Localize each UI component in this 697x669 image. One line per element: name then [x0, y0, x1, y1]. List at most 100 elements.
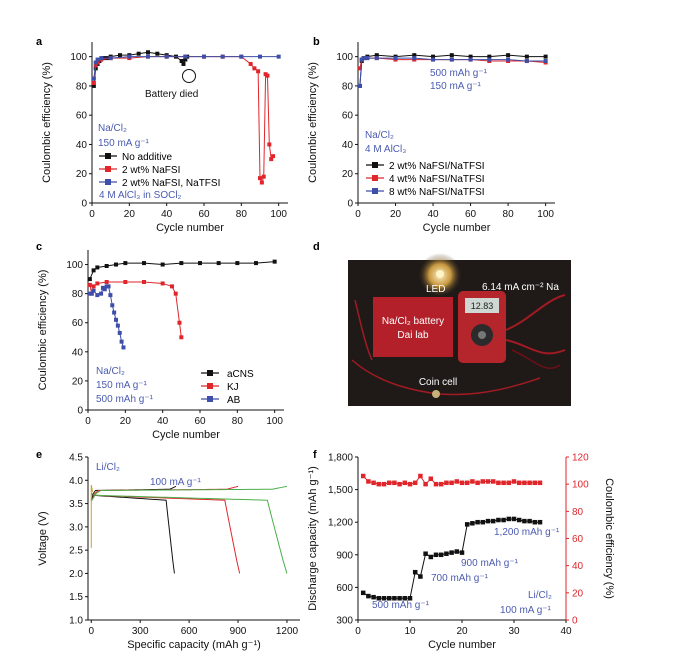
data-point — [366, 479, 371, 484]
x-tick-label: 40 — [161, 209, 173, 220]
panel-a: a 0 20 40 60 80 100 0 20 40 60 80 100 Cycle number Co… — [36, 36, 288, 234]
data-point — [108, 293, 113, 298]
data-point — [91, 284, 96, 289]
data-point — [258, 54, 262, 59]
data-point — [254, 261, 258, 266]
panel-letter: b — [313, 36, 320, 48]
data-point — [543, 54, 548, 59]
y-tick-label: 600 — [336, 583, 353, 594]
data-point — [170, 284, 174, 289]
data-point — [524, 54, 529, 59]
multimeter-display — [465, 298, 499, 313]
data-point — [449, 57, 454, 62]
data-point — [392, 480, 397, 486]
y-tick-label: 1,500 — [328, 485, 353, 496]
data-point — [392, 596, 397, 601]
x-tick-label: 40 — [157, 416, 169, 427]
data-point — [487, 57, 492, 62]
legend-label: 8 wt% NaFSI/NaTFSI — [389, 187, 485, 198]
x-tick-label: 0 — [355, 626, 361, 637]
data-point — [428, 554, 434, 560]
y2-tick-label: 40 — [572, 561, 584, 572]
data-point — [501, 517, 506, 523]
data-point — [397, 596, 402, 601]
data-point — [261, 174, 266, 179]
y-tick-label: 1.0 — [69, 616, 83, 627]
data-point — [269, 157, 274, 162]
data-point — [142, 261, 146, 266]
data-point — [402, 480, 408, 486]
data-point — [431, 54, 436, 59]
info-line: Na/Cl₂ — [96, 366, 125, 377]
data-point — [160, 262, 165, 267]
multimeter-reading: 12.83 — [471, 301, 494, 311]
probe-wire — [505, 339, 566, 355]
data-point — [198, 261, 202, 266]
data-point — [487, 54, 492, 59]
data-point — [438, 552, 444, 558]
coin-cell-icon — [432, 390, 440, 398]
series-line — [89, 285, 124, 348]
x-tick-label: 20 — [456, 626, 468, 637]
data-point — [527, 480, 532, 486]
data-point — [118, 53, 122, 58]
data-point — [381, 481, 387, 487]
y-tick-label: 0 — [347, 199, 353, 210]
data-point — [454, 549, 460, 554]
x-tick-label: 600 — [181, 626, 198, 637]
y2-tick-label: 120 — [572, 453, 589, 464]
data-point — [470, 521, 475, 526]
probe-wire — [511, 349, 561, 370]
y-tick-label: 3.0 — [69, 522, 83, 533]
data-point — [371, 480, 376, 486]
data-point — [265, 73, 270, 78]
data-point — [511, 516, 517, 522]
initial-curve — [90, 484, 94, 548]
info-line: 150 mA g⁻¹ — [98, 138, 150, 149]
data-point — [99, 291, 104, 296]
data-point — [496, 480, 501, 486]
data-point — [501, 480, 506, 486]
data-point — [407, 481, 413, 487]
data-point — [485, 479, 491, 484]
data-point — [532, 519, 538, 525]
current-density-label: 6.14 mA cm⁻² Na — [482, 282, 559, 293]
legend-label: aCNS — [227, 369, 254, 380]
data-point — [412, 569, 418, 575]
legend-label: 2 wt% NaFSI — [122, 165, 180, 176]
data-point — [95, 265, 100, 270]
legend: 2 wt% NaFSI/NaTFSI 4 wt% NaFSI/NaTFSI 8 … — [366, 161, 485, 198]
x-tick-label: 80 — [236, 209, 248, 220]
panel-letter: f — [313, 449, 317, 461]
data-point — [104, 264, 109, 268]
x-tick-label: 100 — [266, 416, 283, 427]
data-point — [428, 476, 434, 481]
data-point — [516, 480, 522, 486]
data-point — [115, 323, 120, 328]
data-point — [179, 261, 184, 266]
x-tick-label: 20 — [124, 209, 136, 220]
data-point — [259, 180, 264, 185]
info-line: 150 mA g⁻¹ — [96, 380, 148, 391]
y-tick-label: 80 — [342, 81, 354, 92]
y-tick-label: 1.5 — [69, 592, 83, 603]
data-point — [412, 53, 417, 58]
x-tick-label: 60 — [194, 416, 206, 427]
x-axis-label: Cycle number — [428, 639, 496, 651]
data-point — [386, 480, 392, 486]
data-point — [127, 54, 132, 59]
info-line: 4 M AlCl₃ — [365, 144, 406, 155]
data-point — [438, 481, 444, 487]
y-tick-label: 100 — [66, 260, 83, 271]
charge-curve — [90, 485, 288, 502]
data-point — [433, 552, 439, 558]
coin-cell-label: Coin cell — [419, 377, 457, 388]
x-tick-label: 60 — [465, 209, 477, 220]
system-label: Li/Cl₂ — [528, 590, 552, 601]
battery-died-annotation: Battery died — [145, 89, 198, 100]
data-point — [177, 320, 182, 325]
rate-label: 150 mA g⁻¹ — [430, 81, 482, 92]
data-point — [164, 54, 169, 59]
data-point — [272, 259, 277, 264]
y-tick-label: 60 — [72, 318, 84, 329]
